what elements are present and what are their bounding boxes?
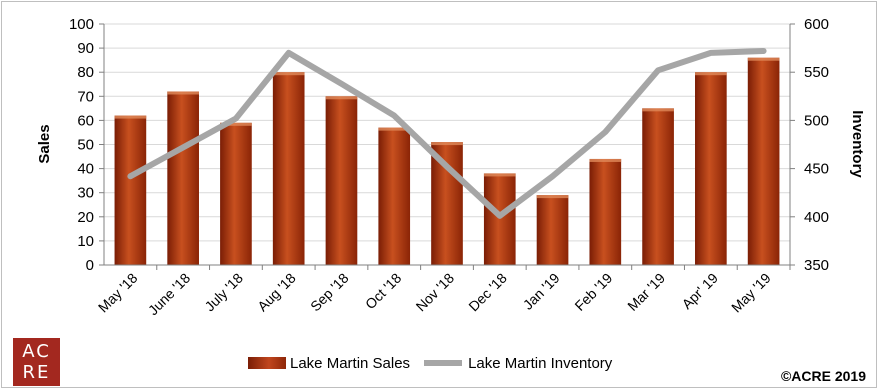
y-tick-label: 50 [77,137,94,154]
y2-tick-label: 450 [804,161,829,178]
sales-bar-top [642,108,674,112]
x-tick-label: Feb '19 [571,270,615,314]
sales-bar [431,142,463,265]
sales-bar-top [325,96,358,100]
sales-bar [167,91,199,265]
y-tick-label: 30 [77,185,94,202]
y2-tick-label: 600 [804,16,829,33]
legend-item-inventory: Lake Martin Inventory [424,355,612,372]
sales-bar-top [220,122,252,126]
y-tick-label: 80 [77,64,94,81]
y-tick-label: 40 [77,161,94,178]
sales-bar [272,72,305,265]
y-tick-label: 10 [77,233,94,250]
sales-bar-top [114,115,147,119]
sales-bar [695,72,727,265]
sales-bar-top [589,158,622,162]
sales-bar [642,108,674,265]
sales-bar-top [272,72,305,76]
sales-bar-top [431,142,463,146]
x-tick-label: Sep '18 [307,270,352,315]
x-tick-label: May '19 [728,270,774,316]
y2-tick-label: 400 [804,209,829,226]
y-tick-label: 0 [86,257,94,274]
x-tick-label: June '18 [145,270,194,319]
sales-bar [483,173,516,265]
y-tick-label: 90 [77,40,94,57]
acre-logo: AC RE [13,338,60,386]
y2-tick-label: 500 [804,112,829,129]
legend-label-sales: Lake Martin Sales [290,354,411,372]
y-tick-label: 100 [69,16,94,33]
y2-tick-label: 350 [804,257,829,274]
inventory-line [127,48,767,219]
sales-bar [114,115,147,265]
x-tick-label: Dec '18 [465,270,510,315]
y-tick-label: 70 [77,88,94,105]
legend-label-inventory: Lake Martin Inventory [468,354,613,372]
x-tick-label: Nov '18 [413,270,458,315]
y2-tick-label: 550 [804,64,829,81]
x-tick-label: July '18 [201,270,246,315]
legend: Lake Martin Sales Lake Martin Inventory [248,352,626,374]
legend-item-sales: Lake Martin Sales [248,355,410,372]
logo-line-2: RE [22,362,51,383]
copyright-text: ©ACRE 2019 [780,368,866,384]
sales-bar-top [378,127,411,131]
sales-bar [589,158,622,265]
sales-bar [747,57,780,265]
x-tick-label: Oct '18 [362,270,405,313]
x-tick-label: Apr' 19 [679,270,722,313]
x-tick-label: Jan '19 [520,270,563,313]
y-tick-label: 20 [77,209,94,226]
legend-swatch-inventory [424,360,463,366]
sales-bar-top [167,91,199,95]
y-tick-label: 60 [77,112,94,129]
x-tick-label: Mar '19 [624,270,668,314]
legend-swatch-sales [248,357,286,369]
sales-bar [220,122,252,265]
sales-bar-top [747,57,780,61]
logo-line-1: AC [22,341,51,362]
y2-axis-title: Inventory [849,110,866,178]
sales-bar [378,127,411,265]
x-tick-label: May '18 [95,270,141,316]
sales-bar [536,195,569,265]
sales-bar-top [695,72,727,76]
y-axis-title: Sales [36,124,53,163]
sales-bar-top [483,173,516,177]
sales-bar-top [536,195,569,199]
sales-bar [325,96,358,265]
x-tick-label: Aug '18 [254,270,299,315]
